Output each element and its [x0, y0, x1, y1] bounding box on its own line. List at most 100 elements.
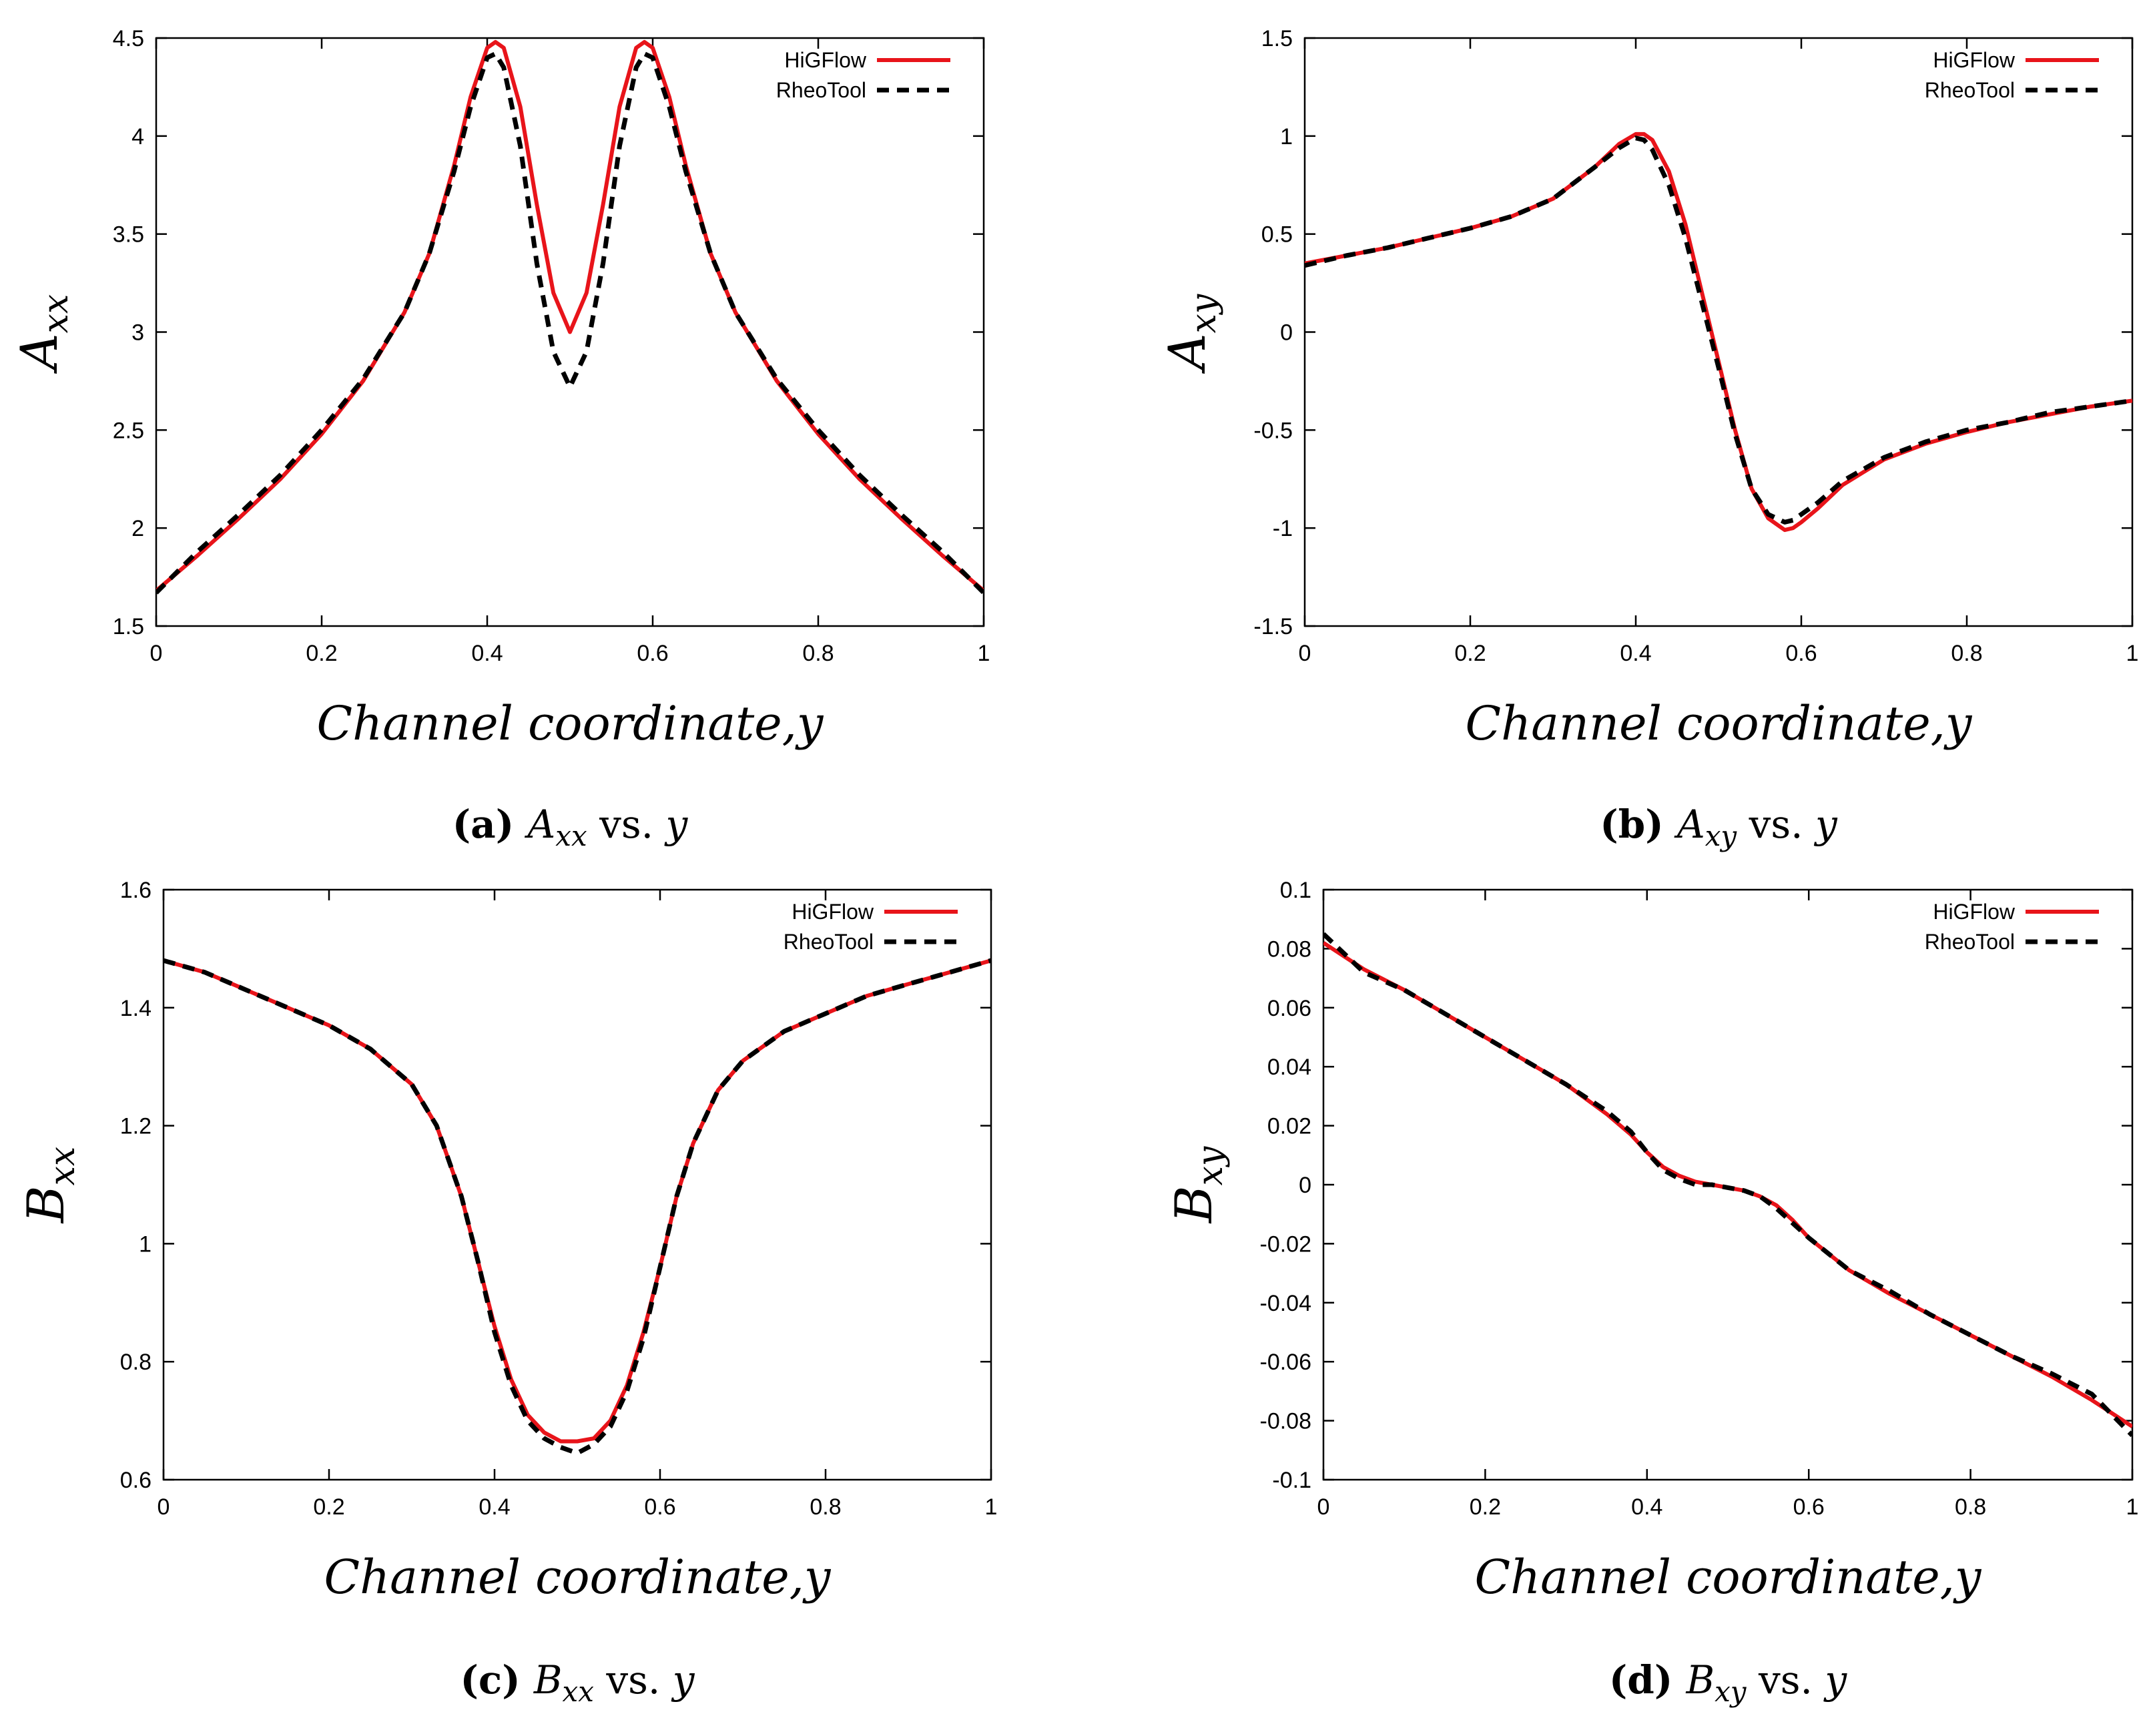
- y-tick-label: 1.5: [113, 614, 144, 639]
- y-tick-label: 0: [1280, 320, 1293, 346]
- y-tick-label: 4: [131, 124, 144, 150]
- y-tick-label: 0.08: [1267, 936, 1311, 962]
- y-tick-label: 0.5: [1261, 222, 1293, 248]
- x-tick-label: 0.8: [1955, 1494, 1986, 1520]
- y-tick-label: -1: [1273, 516, 1293, 541]
- y-tick-label: 0.02: [1267, 1114, 1311, 1139]
- x-tick-label: 0.6: [1793, 1494, 1825, 1520]
- x-tick-label: 0.4: [471, 641, 503, 666]
- x-tick-label: 1: [2126, 641, 2139, 666]
- caption-text: vs.: [594, 1657, 673, 1703]
- caption-variable: y: [664, 802, 689, 847]
- caption-text: vs.: [587, 802, 666, 847]
- caption-variable: y: [1823, 1657, 1847, 1703]
- series-line-rheotool: [156, 51, 984, 595]
- x-tick-label: 0.2: [1454, 641, 1486, 666]
- series-line-higflow: [156, 39, 984, 593]
- caption-variable: y: [1813, 802, 1838, 847]
- series-line-rheotool: [1305, 135, 2132, 525]
- y-tick-label: -0.5: [1253, 418, 1293, 443]
- y-tick-label: 3: [131, 320, 144, 346]
- chart-panel-a: 0 0.2 0.4 0.6 0.8 1 1.5 2 2.5 3 3.5 4 4.5 Channel coo…: [9, 26, 990, 852]
- y-tick-label: -0.08: [1260, 1409, 1312, 1434]
- legend-label: RheoTool: [1925, 930, 2015, 954]
- series-line-higflow: [1305, 131, 2132, 533]
- y-axis-label-symbol: A: [1157, 333, 1217, 374]
- y-tick-label: 2: [131, 516, 144, 541]
- y-axis-label-symbol: A: [9, 333, 69, 374]
- legend-label: RheoTool: [784, 930, 874, 954]
- panel-caption: (b) Axy vs. y: [1600, 802, 1838, 852]
- series-line-rheotool: [1323, 932, 2132, 1438]
- plot-frame: [1303, 37, 2134, 627]
- legend-label: HiGFlow: [784, 48, 867, 72]
- x-tick-label: 0.8: [1951, 641, 1982, 666]
- y-tick-label: 0.06: [1267, 996, 1311, 1021]
- chart-panel-d: 0 0.2 0.4 0.6 0.8 1 -0.1 -0.08 -0.06 -0.04 -0.02 0 0…: [1164, 878, 2138, 1708]
- y-tick-label: 0.1: [1280, 878, 1311, 903]
- y-tick-label: 2.5: [113, 418, 144, 443]
- y-axis-label-subscript: xy: [1184, 294, 1224, 333]
- y-tick-label: 0.8: [120, 1350, 151, 1375]
- y-tick-label: 4.5: [113, 26, 144, 51]
- legend-label: HiGFlow: [1933, 48, 2016, 72]
- x-axis-label: Channel coordinate,y: [317, 696, 824, 751]
- y-axis-label-subscript: xy: [1191, 1146, 1231, 1185]
- caption-letter: (c): [460, 1657, 533, 1703]
- y-tick-label: -0.04: [1260, 1291, 1312, 1316]
- y-tick-label: -0.02: [1260, 1231, 1312, 1257]
- x-tick-label: 0: [158, 1494, 170, 1520]
- y-tick-label: -0.06: [1260, 1350, 1312, 1375]
- caption-letter: (b): [1600, 802, 1677, 847]
- series-line-rheotool: [164, 958, 991, 1456]
- y-tick-label: -1.5: [1253, 614, 1293, 639]
- panel-caption: (a) Axx vs. y: [452, 802, 689, 852]
- panel-caption: (c) Bxx vs. y: [460, 1657, 695, 1708]
- y-axis-label: Axy: [1157, 294, 1224, 374]
- caption-symbol: B: [533, 1657, 563, 1703]
- y-tick-label: 3.5: [113, 222, 144, 248]
- legend-label: RheoTool: [1925, 78, 2015, 102]
- caption-symbol: B: [1685, 1657, 1715, 1703]
- chart-panel-b: 0 0.2 0.4 0.6 0.8 1 -1.5 -1 -0.5 0 0.5 1 1.5 Channel …: [1157, 26, 2138, 852]
- y-axis-label-symbol: B: [16, 1185, 75, 1224]
- y-tick-label: 1.4: [120, 996, 151, 1021]
- series-line-higflow: [164, 958, 991, 1444]
- x-tick-label: 1: [2126, 1494, 2139, 1520]
- x-tick-label: 0.4: [1620, 641, 1651, 666]
- caption-text: vs.: [1737, 802, 1815, 847]
- caption-subscript: xx: [555, 820, 587, 852]
- plot-frame: [162, 888, 992, 1481]
- x-tick-label: 0.2: [313, 1494, 344, 1520]
- x-tick-label: 0: [150, 641, 163, 666]
- y-axis-label: Bxx: [16, 1147, 83, 1225]
- x-tick-label: 0.4: [1631, 1494, 1662, 1520]
- caption-subscript: xy: [1705, 820, 1738, 852]
- x-tick-label: 0.8: [802, 641, 834, 666]
- caption-subscript: xx: [563, 1675, 595, 1708]
- y-axis-label: Bxy: [1164, 1146, 1231, 1224]
- y-tick-label: 1.2: [120, 1114, 151, 1139]
- legend-label: HiGFlow: [1933, 900, 2016, 924]
- legend-label: HiGFlow: [792, 900, 874, 924]
- x-axis-label: Channel coordinate,y: [1475, 1550, 1982, 1605]
- y-tick-label: 0.04: [1267, 1055, 1311, 1080]
- plot-frame: [1322, 888, 2134, 1481]
- x-tick-label: 0.2: [1470, 1494, 1501, 1520]
- legend-label: RheoTool: [776, 78, 866, 102]
- caption-letter: (d): [1609, 1657, 1686, 1703]
- x-tick-label: 0.4: [479, 1494, 510, 1520]
- y-axis-label-subscript: xx: [36, 294, 76, 334]
- caption-symbol: A: [524, 802, 555, 847]
- x-tick-label: 1: [978, 641, 990, 666]
- y-axis-label-subscript: xx: [43, 1147, 83, 1186]
- chart-panel-c: 0 0.2 0.4 0.6 0.8 1 0.6 0.8 1 1.2 1.4 1.6 Channel co…: [16, 878, 997, 1708]
- y-tick-label: 0.6: [120, 1468, 151, 1493]
- x-tick-label: 1: [985, 1494, 998, 1520]
- x-tick-label: 0.2: [306, 641, 337, 666]
- y-tick-label: 1: [139, 1231, 151, 1257]
- x-tick-label: 0.6: [1785, 641, 1817, 666]
- x-tick-label: 0.6: [644, 1494, 675, 1520]
- caption-letter: (a): [452, 802, 528, 847]
